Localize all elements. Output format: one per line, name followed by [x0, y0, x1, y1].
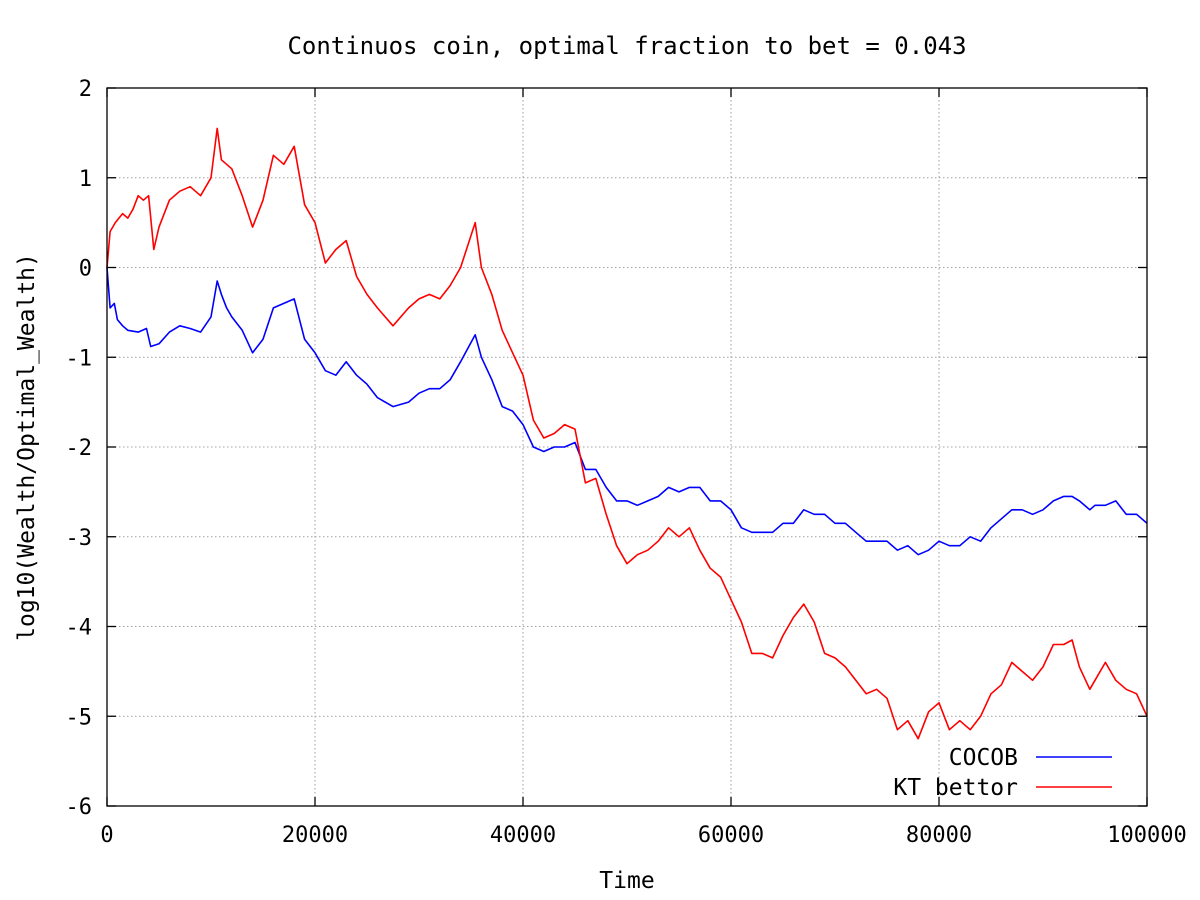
x-tick-label: 40000: [490, 823, 556, 848]
y-tick-label: -2: [66, 436, 93, 461]
y-tick-label: -4: [66, 616, 93, 641]
y-tick-label: 2: [79, 77, 92, 102]
legend: COCOB KT bettor: [893, 745, 1112, 801]
legend-label-kt-bettor: KT bettor: [893, 775, 1018, 801]
grid: [107, 88, 1147, 806]
y-axis-label: log10(Wealth/Optimal_Wealth): [14, 253, 40, 641]
series-line-kt-bettor: [106, 127, 1148, 740]
y-tick-label: 1: [79, 167, 92, 192]
x-tick-label: 80000: [906, 823, 972, 848]
y-tick-label: -6: [66, 795, 93, 820]
x-tick-labels: 0 20000 40000 60000 80000 100000: [100, 823, 1186, 848]
series-group: [106, 127, 1148, 740]
x-tick-label: 100000: [1107, 823, 1186, 848]
y-tick-label: -1: [66, 346, 93, 371]
x-tick-label: 60000: [698, 823, 764, 848]
legend-label-cocob: COCOB: [949, 745, 1018, 771]
y-tick-label: -5: [66, 705, 93, 730]
x-axis-label: Time: [599, 868, 654, 894]
axis-ticks: [106, 87, 1148, 807]
x-tick-label: 0: [100, 823, 113, 848]
chart-title: Continuos coin, optimal fraction to bet …: [287, 32, 966, 60]
y-tick-labels: -6 -5 -4 -3 -2 -1 0 1 2: [66, 77, 93, 820]
y-tick-label: 0: [79, 257, 92, 282]
series-line-cocob: [106, 267, 1148, 556]
y-tick-label: -3: [66, 526, 93, 551]
x-tick-label: 20000: [282, 823, 348, 848]
